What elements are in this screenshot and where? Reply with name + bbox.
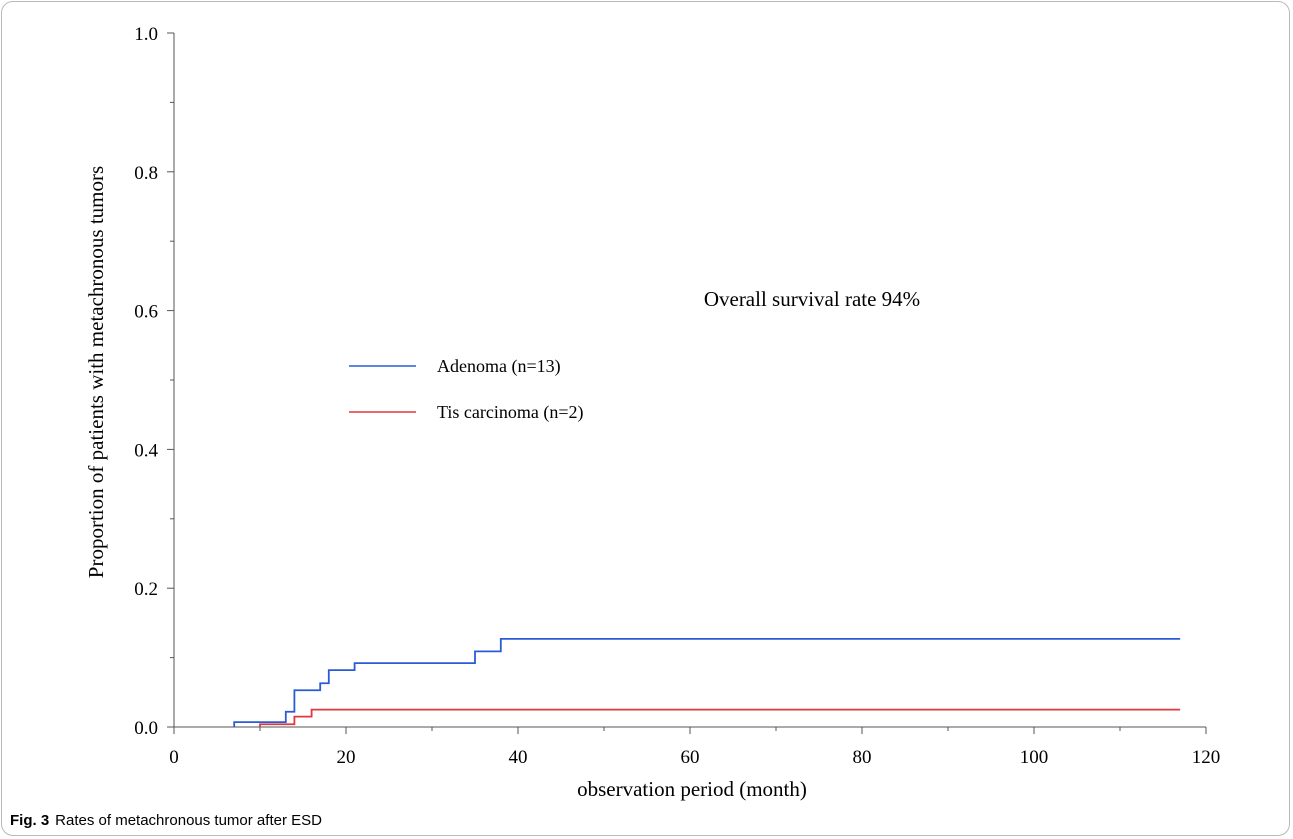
axes: 0.0 0.2 0.4 0.6 0.8 1.0 0 20 40 60 80 100 120 [134,24,1220,768]
y-tick-label: 0.8 [134,163,158,184]
figure-label: Fig. 3 [10,812,50,829]
survival-step-chart: Proportion of patients with metachronous… [84,24,1220,801]
series-group [233,637,1181,727]
figure-caption: Fig. 3 Rates of metachronous tumor after … [10,812,322,829]
caption-text: Rates of metachronous tumor after ESD [55,812,322,829]
x-axis-label: observation period (month) [577,777,807,801]
survival-annotation: Overall survival rate 94% [704,287,920,311]
legend-label-tis-carcinoma: Tis carcinoma (n=2) [437,402,583,423]
x-tick-label: 0 [169,747,179,768]
x-tick-label: 60 [681,747,700,768]
legend-label-adenoma: Adenoma (n=13) [437,356,561,377]
x-tick-label: 20 [337,747,356,768]
y-tick-label: 0.0 [134,718,158,739]
y-tick-label: 1.0 [134,24,158,45]
x-tick-label: 100 [1020,747,1049,768]
x-tick-label: 120 [1192,747,1221,768]
legend: Adenoma (n=13) Tis carcinoma (n=2) [349,356,583,423]
y-tick-label: 0.4 [134,440,158,461]
x-tick-label: 40 [509,747,528,768]
x-tick-label: 80 [853,747,872,768]
series-line-adenoma [233,637,1181,727]
series-line-tis-carcinoma [259,708,1181,727]
y-tick-label: 0.6 [134,302,158,323]
y-tick-label: 0.2 [134,579,158,600]
y-axis-label: Proportion of patients with metachronous… [84,166,108,578]
